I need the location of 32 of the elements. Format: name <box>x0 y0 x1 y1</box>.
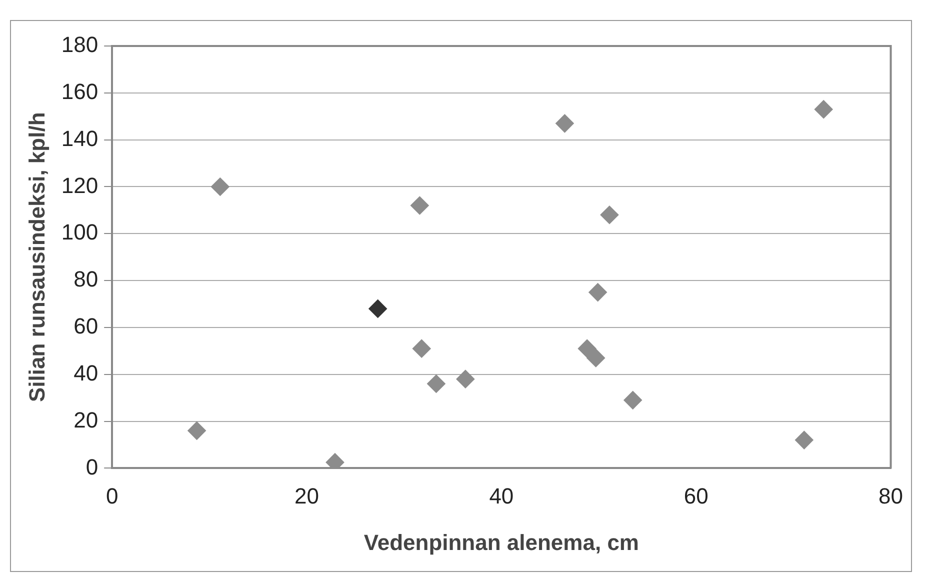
point <box>600 206 618 224</box>
point <box>368 300 387 318</box>
y-tick-label: 60 <box>74 314 98 339</box>
point <box>211 178 230 196</box>
point <box>586 348 605 367</box>
y-tick-label: 40 <box>74 360 98 386</box>
x-tick-label: 60 <box>684 483 708 508</box>
x-tick-label: 0 <box>106 483 118 508</box>
y-axis-title: Silian runsausindeksi, kpl/h <box>24 112 50 402</box>
x-axis-title: Vedenpinnan alenema, cm <box>364 530 639 555</box>
point <box>588 283 607 302</box>
point <box>427 374 446 393</box>
x-tick-label: 20 <box>294 483 320 508</box>
point <box>578 340 596 358</box>
y-tick-label: 20 <box>74 407 98 432</box>
x-tick-label: 40 <box>489 483 514 508</box>
y-tick-label: 180 <box>61 32 98 58</box>
y-tick-label: 100 <box>61 220 98 245</box>
y-tick-label: 80 <box>74 266 98 292</box>
y-tick-label: 120 <box>61 172 98 198</box>
point <box>456 370 474 388</box>
point <box>412 340 431 358</box>
point <box>814 100 833 118</box>
y-tick-label: 140 <box>61 126 98 151</box>
point <box>556 114 574 132</box>
point <box>188 422 206 440</box>
x-tick-label: 80 <box>878 483 904 508</box>
y-tick-label: 160 <box>61 78 98 104</box>
point <box>624 391 642 410</box>
point <box>410 196 429 214</box>
y-tick-label: 0 <box>86 454 98 480</box>
point <box>795 431 814 450</box>
